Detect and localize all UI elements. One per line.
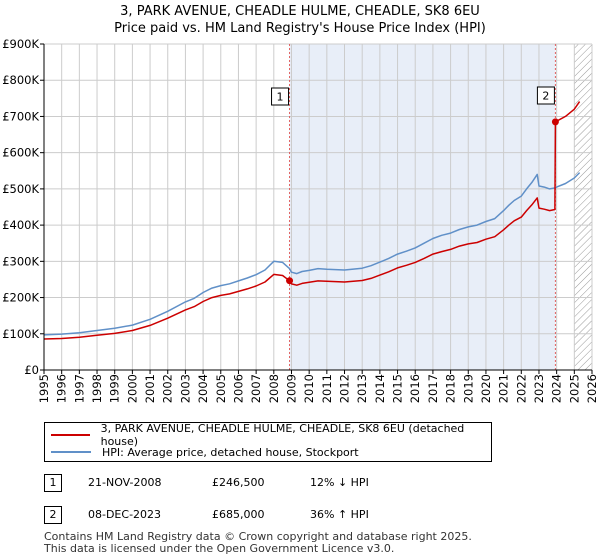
price-chart: 1 2 £0 £100K £200K £300K £400K £500K £600K £700K… xyxy=(2,37,599,403)
x-tick-label: 1997 xyxy=(72,374,86,403)
y-tick-label: £200K xyxy=(2,291,39,305)
x-tick-label: 2010 xyxy=(302,374,316,403)
future-hatch xyxy=(574,44,592,370)
y-tick-label: £100K xyxy=(2,327,39,341)
y-tick-label: £700K xyxy=(2,109,39,123)
legend-swatch-red xyxy=(51,434,90,436)
sale-label: 2 xyxy=(542,90,549,103)
x-tick-label: 2000 xyxy=(125,374,139,403)
x-tick-label: 2018 xyxy=(444,374,458,403)
x-tick-label: 2011 xyxy=(320,374,334,403)
x-tick-label: 2003 xyxy=(178,374,192,403)
x-tick-label: 2013 xyxy=(355,374,369,403)
x-tick-label: 2006 xyxy=(231,374,245,403)
transaction-date: 08-DEC-2023 xyxy=(88,508,162,521)
sale-label-box xyxy=(536,86,555,105)
y-tick-label: £600K xyxy=(2,146,39,160)
x-tick-label: 2021 xyxy=(497,374,511,403)
x-tick-label: 2022 xyxy=(514,374,528,403)
transaction-price: £685,000 xyxy=(212,508,265,521)
sale-label: 1 xyxy=(277,91,284,104)
x-tick-label: 2004 xyxy=(196,374,210,403)
property-price-line xyxy=(43,101,581,340)
transaction-hpi-diff: 36% ↑ HPI xyxy=(310,508,369,521)
x-tick-label: 2002 xyxy=(161,374,175,403)
legend-label-hpi: HPI: Average price, detached house, Stoc… xyxy=(102,445,359,459)
transaction-marker: 2 xyxy=(44,506,62,524)
x-tick-label: 2019 xyxy=(461,374,475,403)
transaction-price: £246,500 xyxy=(212,476,265,489)
chart-subtitle: Price paid vs. HM Land Registry's House … xyxy=(114,21,486,36)
sale-point xyxy=(286,277,294,285)
y-tick-label: £400K xyxy=(2,218,39,232)
x-tick-label: 2014 xyxy=(373,374,387,403)
y-tick-label: £0 xyxy=(24,363,39,377)
x-tick-label: 1999 xyxy=(108,374,122,403)
footer-licence: This data is licensed under the Open Gov… xyxy=(44,542,395,555)
transaction-marker: 1 xyxy=(44,474,62,492)
legend-label-property: 3, PARK AVENUE, CHEADLE HULME, CHEADLE, … xyxy=(100,422,465,448)
ownership-shading xyxy=(289,44,556,370)
transaction-row: 2 08-DEC-2023 £685,000 36% ↑ HPI xyxy=(44,506,444,528)
x-tick-label: 2017 xyxy=(426,374,440,403)
y-tick-label: £800K xyxy=(2,73,39,87)
x-tick-label: 2020 xyxy=(479,374,493,403)
transaction-hpi-diff: 12% ↓ HPI xyxy=(310,476,369,489)
sale-point xyxy=(551,118,559,126)
x-tick-label: 2026 xyxy=(585,374,599,403)
x-tick-label: 2001 xyxy=(143,374,157,403)
x-tick-label: 2016 xyxy=(408,374,422,403)
sale-label-box xyxy=(271,87,290,106)
footer: Contains HM Land Registry data © Crown c… xyxy=(44,531,472,555)
x-tick-label: 2012 xyxy=(338,374,352,403)
hpi-line xyxy=(43,172,581,336)
y-tick-label: £500K xyxy=(2,182,39,196)
legend-item-property: 3, PARK AVENUE, CHEADLE HULME, CHEADLE, … xyxy=(51,422,491,448)
legend-swatch-blue xyxy=(51,451,91,453)
transaction-date: 21-NOV-2008 xyxy=(88,476,162,489)
x-tick-label: 2023 xyxy=(532,374,546,403)
legend: 3, PARK AVENUE, CHEADLE HULME, CHEADLE, … xyxy=(44,422,492,462)
y-tick-label: £300K xyxy=(2,254,39,268)
x-tick-label: 2025 xyxy=(567,374,581,403)
x-tick-label: 2008 xyxy=(267,374,281,403)
x-tick-label: 2005 xyxy=(214,374,228,403)
footer-copyright: Contains HM Land Registry data © Crown c… xyxy=(44,530,472,543)
x-tick-label: 1995 xyxy=(37,374,51,403)
x-tick-label: 2009 xyxy=(284,374,298,403)
x-tick-label: 1996 xyxy=(55,374,69,403)
x-tick-label: 1998 xyxy=(90,374,104,403)
legend-item-hpi: HPI: Average price, detached house, Stoc… xyxy=(51,444,359,460)
x-tick-label: 2024 xyxy=(550,374,564,403)
x-tick-label: 2015 xyxy=(391,374,405,403)
x-tick-label: 2007 xyxy=(249,374,263,403)
chart-title: 3, PARK AVENUE, CHEADLE HULME, CHEADLE, … xyxy=(120,4,480,19)
transaction-row: 1 21-NOV-2008 £246,500 12% ↓ HPI xyxy=(44,474,444,496)
y-tick-label: £900K xyxy=(2,37,39,51)
